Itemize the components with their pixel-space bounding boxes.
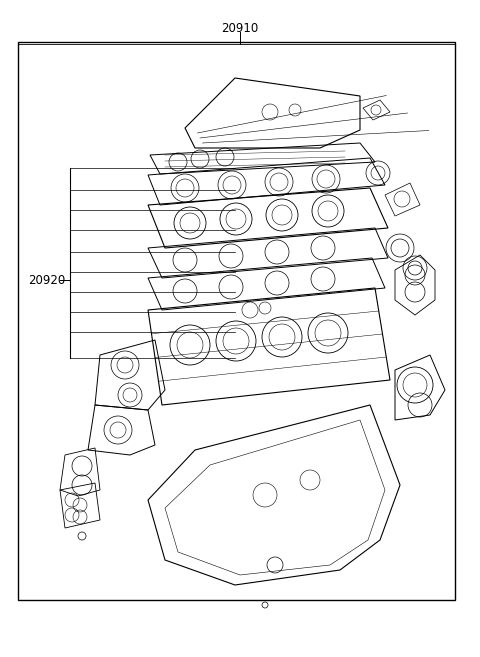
Text: 20920: 20920 — [28, 273, 65, 286]
Bar — [18, 42, 455, 600]
Text: 20910: 20910 — [221, 22, 259, 35]
